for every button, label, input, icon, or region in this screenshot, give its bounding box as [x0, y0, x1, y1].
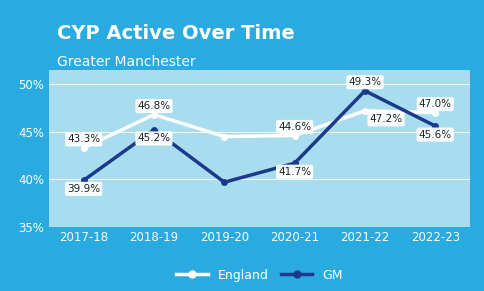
Text: 46.8%: 46.8%	[137, 101, 170, 111]
Text: 47.2%: 47.2%	[369, 114, 402, 124]
Text: 39.9%: 39.9%	[67, 184, 100, 194]
Legend: England, GM: England, GM	[171, 264, 347, 287]
Text: 41.7%: 41.7%	[277, 167, 311, 177]
Text: 45.6%: 45.6%	[418, 129, 451, 140]
Text: Greater Manchester: Greater Manchester	[57, 55, 195, 69]
Text: 43.3%: 43.3%	[67, 134, 100, 144]
Text: 44.6%: 44.6%	[277, 122, 311, 132]
Text: 45.2%: 45.2%	[137, 133, 170, 143]
Text: 49.3%: 49.3%	[348, 77, 381, 87]
Text: 47.0%: 47.0%	[418, 99, 451, 109]
Text: CYP Active Over Time: CYP Active Over Time	[57, 24, 294, 43]
